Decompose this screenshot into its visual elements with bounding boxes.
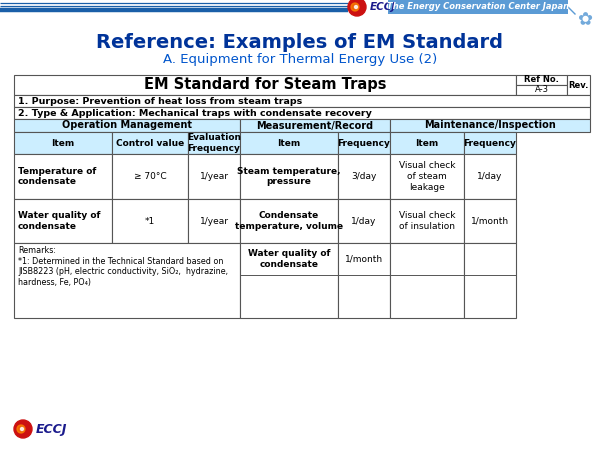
Bar (338, 243, 390, 318)
Bar (464, 154, 516, 199)
Text: A-3: A-3 (535, 86, 548, 94)
Bar (188, 154, 240, 199)
Bar (390, 243, 464, 318)
Text: ECCJ: ECCJ (36, 423, 67, 436)
Bar (112, 132, 188, 154)
Text: A. Equipment for Thermal Energy Use (2): A. Equipment for Thermal Energy Use (2) (163, 53, 437, 66)
Text: Control value: Control value (116, 139, 184, 148)
Bar (240, 243, 338, 318)
Text: Evaluation
Frequency: Evaluation Frequency (187, 133, 241, 153)
Text: Rev.: Rev. (568, 81, 589, 90)
Text: Reference: Examples of EM Standard: Reference: Examples of EM Standard (97, 32, 503, 51)
Text: Steam temperature,
pressure: Steam temperature, pressure (237, 166, 341, 186)
Text: Measurement/Record: Measurement/Record (256, 121, 374, 130)
Circle shape (348, 0, 366, 16)
Bar (14, 107, 590, 119)
Text: Ref No.: Ref No. (524, 76, 559, 85)
Text: Maintenance/Inspection: Maintenance/Inspection (424, 121, 556, 130)
Text: Item: Item (277, 139, 301, 148)
Bar (112, 154, 188, 199)
Bar (464, 199, 516, 243)
Circle shape (20, 428, 23, 431)
Text: 1. Purpose: Prevention of heat loss from steam traps: 1. Purpose: Prevention of heat loss from… (18, 96, 302, 105)
Bar (14, 243, 240, 318)
Bar (14, 75, 516, 95)
Text: Water quality of
condensate: Water quality of condensate (18, 211, 101, 231)
Bar (14, 199, 112, 243)
Text: ECCJ: ECCJ (370, 2, 396, 12)
Bar (240, 154, 338, 199)
Text: 2. Type & Application: Mechanical traps with condensate recovery: 2. Type & Application: Mechanical traps … (18, 108, 372, 117)
Text: Frequency: Frequency (338, 139, 391, 148)
Bar (464, 243, 516, 318)
Text: 1/month: 1/month (345, 254, 383, 263)
Bar (188, 199, 240, 243)
Bar (390, 132, 464, 154)
Text: 1/year: 1/year (199, 172, 229, 181)
Bar (338, 154, 390, 199)
Bar (14, 95, 590, 107)
Text: Visual check
of steam
leakage: Visual check of steam leakage (399, 161, 455, 192)
Text: *1: *1 (145, 216, 155, 225)
Text: The Energy Conservation Center Japan: The Energy Conservation Center Japan (387, 2, 569, 11)
Text: EM Standard for Steam Traps: EM Standard for Steam Traps (144, 77, 386, 93)
Text: Temperature of
condensate: Temperature of condensate (18, 166, 97, 186)
Bar (338, 199, 390, 243)
Bar (390, 119, 590, 132)
Bar (14, 119, 240, 132)
Bar (240, 119, 390, 132)
Text: 1/day: 1/day (478, 172, 503, 181)
Bar (112, 199, 188, 243)
Bar (14, 154, 112, 199)
Bar (390, 154, 464, 199)
Text: Remarks:
*1: Determined in the Technical Standard based on
JISB8223 (pH, electri: Remarks: *1: Determined in the Technical… (18, 246, 228, 287)
Text: 1/month: 1/month (471, 216, 509, 225)
Text: Frequency: Frequency (464, 139, 517, 148)
Bar (14, 132, 112, 154)
Bar (390, 199, 464, 243)
Text: Visual check
of insulation: Visual check of insulation (399, 211, 455, 231)
Text: 1/day: 1/day (352, 216, 377, 225)
Bar (188, 132, 240, 154)
Text: Condensate
temperature, volume: Condensate temperature, volume (235, 211, 343, 231)
Circle shape (351, 3, 359, 11)
Text: Operation Management: Operation Management (62, 121, 192, 130)
Text: ≥ 70°C: ≥ 70°C (134, 172, 166, 181)
Bar (516, 85, 567, 95)
Circle shape (17, 425, 25, 433)
Text: 1/year: 1/year (199, 216, 229, 225)
Bar (464, 132, 516, 154)
Text: ✿: ✿ (577, 11, 593, 29)
Circle shape (14, 420, 32, 438)
Text: Item: Item (415, 139, 439, 148)
Circle shape (355, 5, 358, 9)
Bar (240, 132, 338, 154)
Bar (388, 0, 568, 14)
Text: Item: Item (52, 139, 74, 148)
Text: Water quality of
condensate: Water quality of condensate (248, 249, 330, 269)
Bar (516, 75, 567, 85)
Bar (338, 132, 390, 154)
Bar (240, 199, 338, 243)
Text: 3/day: 3/day (352, 172, 377, 181)
Bar (567, 75, 590, 95)
